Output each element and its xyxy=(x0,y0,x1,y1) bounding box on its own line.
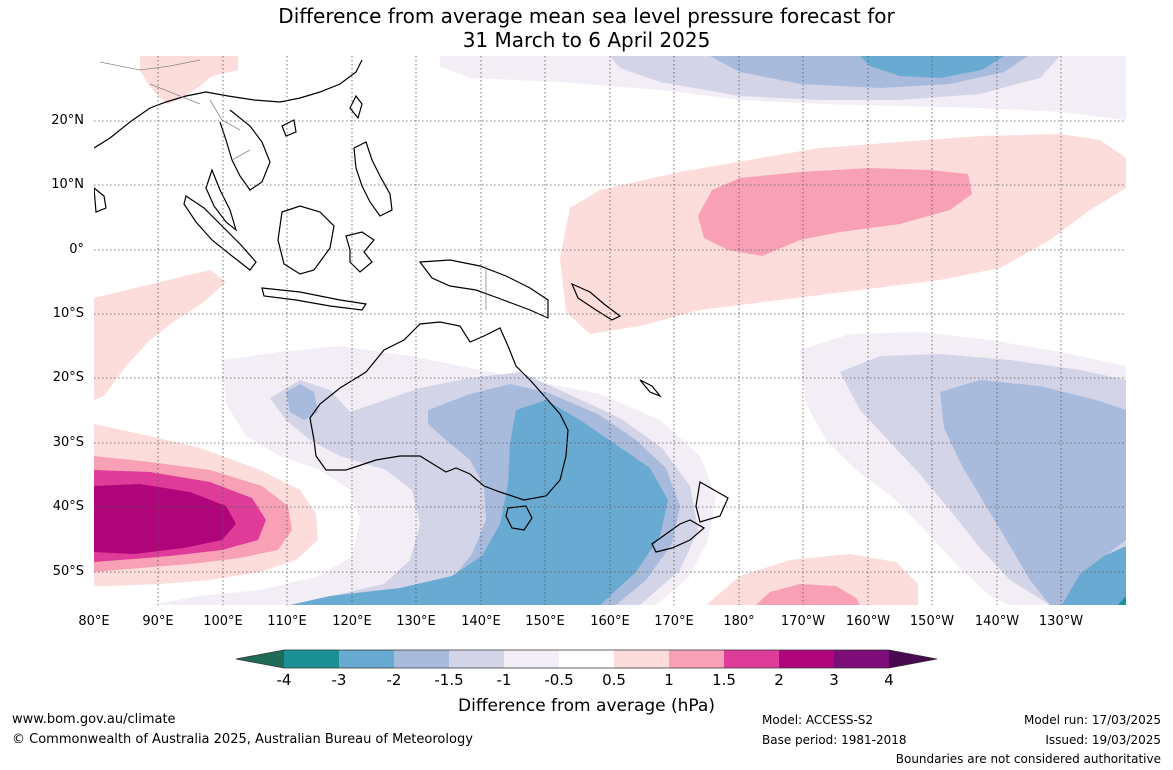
colorbar-tick: -0.5 xyxy=(544,671,574,689)
issued-date: Issued: 19/03/2025 xyxy=(1045,733,1161,747)
disclaimer: Boundaries are not considered authoritat… xyxy=(895,752,1161,766)
lat-label: 20°N xyxy=(51,113,84,128)
anomaly-neg15-se-pacific xyxy=(940,380,1126,605)
anomaly-pos05-south xyxy=(706,554,918,605)
lat-label: 0° xyxy=(69,242,84,257)
lat-label: 20°S xyxy=(52,370,84,385)
colorbar-tick: -3 xyxy=(331,671,347,689)
colorbar-label: Difference from average (hPa) xyxy=(458,696,715,716)
country-borders xyxy=(99,59,487,310)
lon-label: 110°E xyxy=(267,614,307,629)
anomaly-neg2-north xyxy=(860,56,1004,78)
tasmania-coast xyxy=(505,505,533,531)
anomaly-pos05-pacific xyxy=(560,134,1126,334)
colorbar-bin xyxy=(724,650,779,668)
australia-coast xyxy=(309,321,569,501)
lon-label: 90°E xyxy=(142,614,174,629)
lat-label: 50°S xyxy=(52,564,84,579)
anomaly-pos1-south xyxy=(756,584,860,605)
colorbar-bin xyxy=(284,650,339,668)
hainan-coast xyxy=(281,119,297,137)
colorbar-extend-max xyxy=(889,650,937,668)
colorbar-tick: 0.5 xyxy=(602,671,626,689)
lon-label: 180° xyxy=(723,614,755,629)
anomaly-neg2-aus xyxy=(290,400,668,605)
colorbar-tick: 4 xyxy=(884,671,894,689)
lat-label: 10°N xyxy=(51,177,84,192)
website-link[interactable]: www.bom.gov.au/climate xyxy=(12,712,176,727)
anomaly-neg2-se-pacific xyxy=(1062,546,1126,605)
anomaly-neg3-corner xyxy=(1118,596,1126,605)
java-coast xyxy=(261,287,368,311)
sumatra-coast xyxy=(183,195,257,271)
lon-label: 80°E xyxy=(78,614,110,629)
map-title: Difference from average mean sea level p… xyxy=(0,4,1173,52)
colorbar-bin xyxy=(394,650,449,668)
anomaly-pos1-pacific xyxy=(698,168,972,256)
colorbar-bin xyxy=(834,650,889,668)
lon-label: 160°W xyxy=(845,614,891,629)
lon-label: 120°E xyxy=(332,614,372,629)
colorbar-tick: -1 xyxy=(496,671,512,689)
colorbar-tick: 3 xyxy=(829,671,839,689)
colorbar-bin xyxy=(339,650,394,668)
mainland-se-asia-coast xyxy=(94,59,363,232)
lat-label: 40°S xyxy=(52,499,84,514)
colorbar-tick: 1.5 xyxy=(712,671,736,689)
sulawesi-coast xyxy=(345,231,375,273)
title-line-2: 31 March to 6 April 2025 xyxy=(462,28,711,52)
borneo-coast xyxy=(277,205,335,275)
new-caledonia-coast xyxy=(639,379,662,398)
philippines-coast xyxy=(353,141,393,217)
gridlines xyxy=(94,56,1126,605)
lon-label: 150°E xyxy=(525,614,565,629)
colorbar-bin xyxy=(669,650,724,668)
colorbar-tick: -4 xyxy=(276,671,292,689)
copyright-text: © Commonwealth of Australia 2025, Austra… xyxy=(12,732,473,747)
colorbar-bin xyxy=(504,650,559,668)
new-zealand-coast xyxy=(651,481,729,553)
lat-label: 10°S xyxy=(52,306,84,321)
colorbar-extend-min xyxy=(236,650,284,668)
anomaly-pos05-west xyxy=(94,270,226,400)
solomon-coast xyxy=(570,282,622,321)
lon-label: 150°W xyxy=(909,614,955,629)
base-period: Base period: 1981-2018 xyxy=(762,733,907,747)
colorbar-bin xyxy=(559,650,614,668)
coastlines xyxy=(94,59,729,553)
lon-label: 140°E xyxy=(461,614,501,629)
anomaly-pos2-sw-high xyxy=(94,484,236,554)
colorbar-tick: 2 xyxy=(774,671,784,689)
colorbar-bin xyxy=(614,650,669,668)
lon-label: 170°E xyxy=(654,614,694,629)
colorbar-bin xyxy=(779,650,834,668)
sri-lanka-coast xyxy=(94,187,107,213)
lon-label: 100°E xyxy=(203,614,243,629)
lon-label: 140°W xyxy=(974,614,1020,629)
colorbar-bin xyxy=(449,650,504,668)
lon-label: 160°E xyxy=(590,614,630,629)
lon-label: 130°W xyxy=(1038,614,1084,629)
anomaly-pos05-asia xyxy=(140,56,238,104)
model-run: Model run: 17/03/2025 xyxy=(1023,713,1161,727)
colorbar-tick: 1 xyxy=(664,671,674,689)
taiwan-coast xyxy=(349,94,363,120)
colorbar-tick: -2 xyxy=(386,671,402,689)
lon-label: 130°E xyxy=(396,614,436,629)
colorbar-tick: -1.5 xyxy=(434,671,464,689)
lat-label: 30°S xyxy=(52,435,84,450)
model-name: Model: ACCESS-S2 xyxy=(762,713,874,727)
lon-label: 170°W xyxy=(780,614,826,629)
title-line-1: Difference from average mean sea level p… xyxy=(278,4,895,28)
colorbar xyxy=(235,649,938,669)
